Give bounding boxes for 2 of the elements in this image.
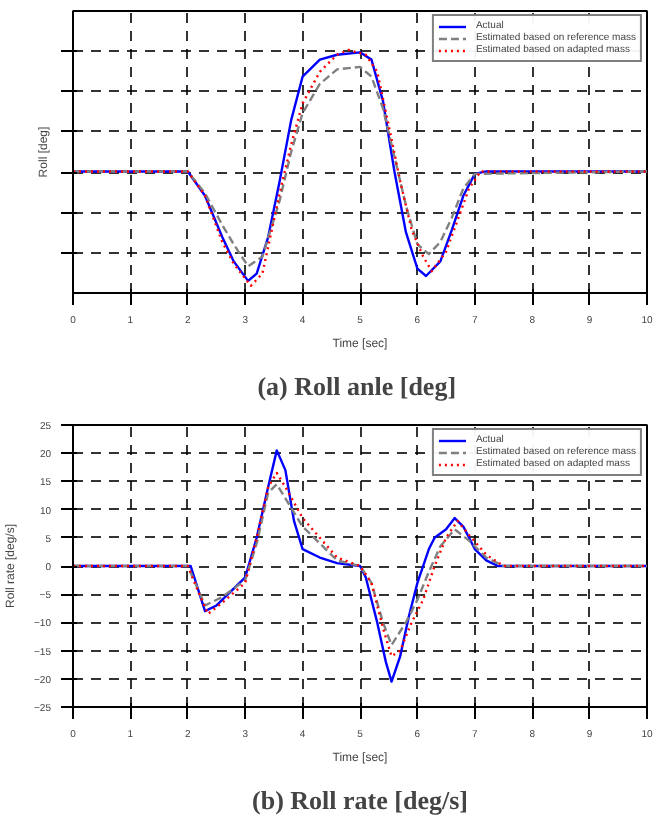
text: (a) Roll anle [deg] [257,371,457,401]
text: (b) Roll rate [deg/s] [252,785,468,815]
